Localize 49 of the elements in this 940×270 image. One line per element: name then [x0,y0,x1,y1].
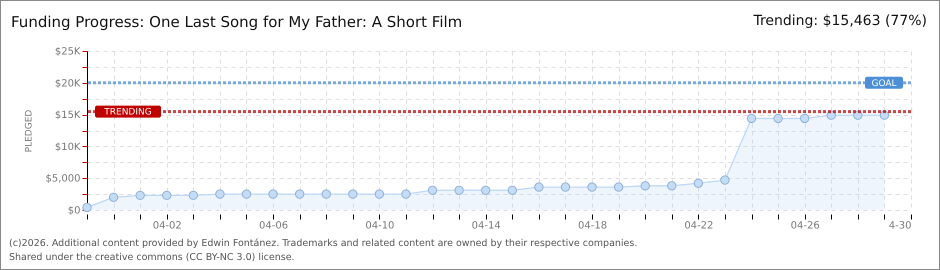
ref-line-label: GOAL [871,78,897,89]
point [800,114,810,124]
point [135,190,145,200]
point [268,189,278,199]
point [162,190,172,200]
y-tick-label: $25K [54,46,81,58]
text: Shared under the creative commons (CC BY-NC 3.0) license. [9,252,295,263]
x-tick-label: 04-10 [365,220,394,232]
point [454,186,464,195]
point [534,182,544,192]
text: (c)2026. Additional content provided by Edwin Fontánez. Trademarks and related content are owned by their respective companies. [9,238,638,249]
point [215,189,225,199]
x-tick-label: 04-06 [259,220,288,232]
point [374,189,384,199]
chart-title: Funding Progress: One Last Song for My Father: A Short Film [11,13,462,31]
point [560,182,570,192]
y-tick-label: $10K [54,142,81,153]
x-tick-label: 4-30 [888,220,912,232]
point [188,190,198,200]
y-axis-title: PLEDGED [24,110,35,152]
point [294,189,304,199]
x-tick-label: 04-14 [472,220,501,232]
point [322,189,331,199]
y-tick-label: $15K [54,110,81,122]
point [428,186,438,195]
x-tick-label: 04-18 [578,220,608,232]
y-tick-label: $0 [68,206,80,216]
point [401,189,411,199]
point [773,114,783,124]
point [587,182,597,192]
y-tick-label: $20K [54,78,81,90]
x-tick-label: 04-26 [790,220,820,232]
point [667,181,676,191]
point [640,181,650,191]
point [694,178,704,188]
point [746,114,756,124]
point [108,192,118,202]
point [720,175,730,185]
point [242,189,252,199]
y-tick-label: $5,000 [46,174,80,185]
point [481,186,490,195]
point [348,189,358,199]
text: Trending: $15,463 (77%) [753,13,927,29]
point [82,202,92,212]
x-tick-label: 04-22 [684,220,714,232]
point [614,182,624,192]
ref-line-label: TRENDING [103,108,152,118]
x-tick-label: 04-02 [152,220,182,232]
point [508,186,517,195]
